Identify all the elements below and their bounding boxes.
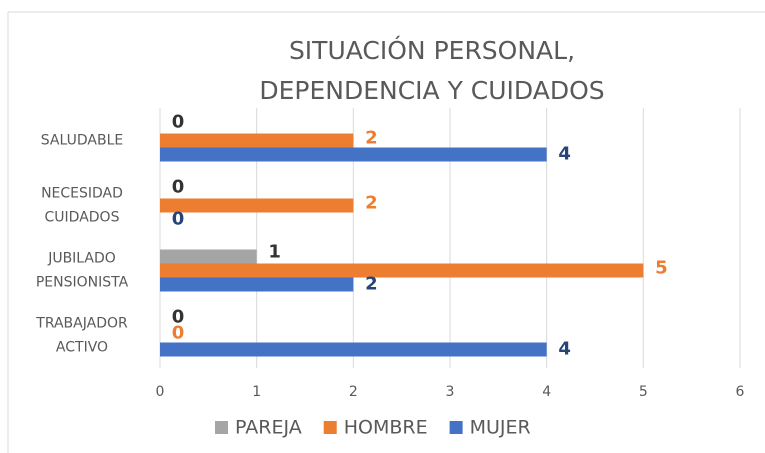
bar: [160, 133, 354, 148]
legend-label: PAREJA: [235, 417, 302, 439]
legend-label: MUJER: [470, 417, 531, 439]
data-label: 0: [172, 112, 185, 133]
chart-title: DEPENDENCIA Y CUIDADOS: [259, 76, 604, 105]
bar: [160, 263, 644, 278]
chart-title: SITUACIÓN PERSONAL,: [289, 35, 575, 65]
x-tick-label: 6: [736, 384, 745, 400]
data-label: 2: [365, 193, 378, 214]
data-label: 4: [558, 339, 571, 360]
legend-swatch: [449, 421, 463, 434]
y-tick-label: TRABAJADOR ACTIVO: [35, 316, 128, 356]
bar: [160, 249, 257, 264]
bar: [160, 342, 547, 357]
y-tick-label: JUBILADO PENSIONISTA: [36, 251, 129, 291]
data-label: 2: [365, 274, 378, 295]
data-label: 0: [172, 307, 185, 328]
bar: [160, 277, 354, 292]
data-label: 0: [172, 177, 185, 198]
x-tick-label: 2: [349, 384, 358, 400]
data-label: 2: [365, 128, 378, 149]
bar: [160, 147, 547, 162]
bar: [160, 198, 354, 213]
x-tick-label: 1: [252, 384, 261, 400]
y-tick-label: SALUDABLE: [41, 133, 123, 149]
y-tick-label: NECESIDAD CUIDADOS: [41, 186, 123, 226]
legend-swatch: [323, 421, 337, 434]
x-tick-label: 5: [639, 384, 648, 400]
legend-swatch: [215, 421, 228, 434]
x-tick-label: 3: [446, 384, 455, 400]
x-tick-label: 0: [156, 384, 165, 400]
data-label: 1: [268, 242, 281, 263]
x-tick-label: 4: [542, 384, 551, 400]
data-label: 0: [172, 323, 185, 344]
data-label: 4: [558, 144, 571, 165]
legend-label: HOMBRE: [344, 417, 428, 439]
data-label: 0: [172, 209, 185, 230]
data-label: 5: [655, 258, 668, 279]
